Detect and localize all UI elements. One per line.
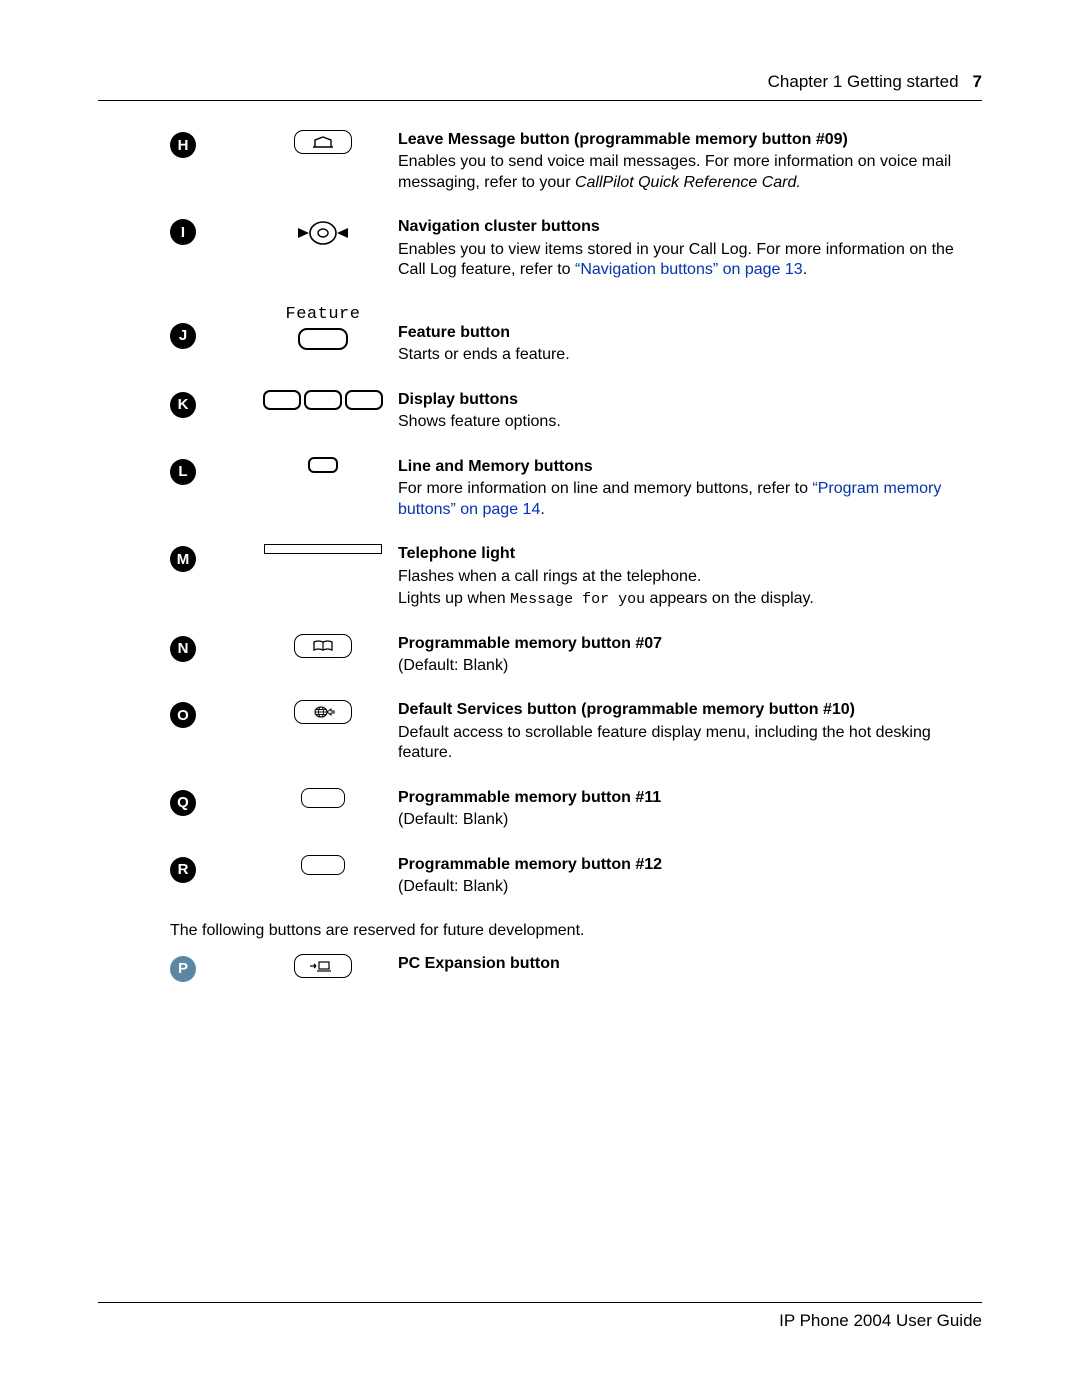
row-l: L Line and Memory buttons For more infor… — [170, 457, 982, 522]
title: Default Services button (programmable me… — [398, 700, 982, 720]
bullet-letter: H — [170, 132, 196, 158]
row-m: M Telephone light Flashes when a call ri… — [170, 544, 982, 611]
title: Navigation cluster buttons — [398, 217, 982, 237]
memory-button-icon — [258, 855, 388, 875]
body: For more information on line and memory … — [398, 479, 982, 520]
desc-r: Programmable memory button #12 (Default:… — [398, 855, 982, 900]
bullet-letter: M — [170, 546, 196, 572]
title: Programmable memory button #11 — [398, 788, 982, 808]
navigation-cluster-icon — [258, 217, 388, 249]
running-header: Chapter 1 Getting started 7 — [768, 72, 982, 92]
display-buttons-icon — [258, 390, 388, 410]
telephone-light-icon — [258, 544, 388, 554]
leave-message-icon — [258, 130, 388, 154]
bullet-letter: R — [170, 857, 196, 883]
marker-i: I — [170, 219, 200, 245]
body: Starts or ends a feature. — [398, 345, 982, 365]
row-n: N Programmable memory button #07 (Defaul… — [170, 634, 982, 679]
row-h: H Leave Message button (programmable mem… — [170, 130, 982, 195]
desc-m: Telephone light Flashes when a call ring… — [398, 544, 982, 611]
desc-k: Display buttons Shows feature options. — [398, 390, 982, 435]
bullet-letter: Q — [170, 790, 196, 816]
body: Enables you to send voice mail messages.… — [398, 152, 982, 193]
row-j: J Feature Feature button Starts or ends … — [170, 305, 982, 368]
row-o: O Default Services button (programmable … — [170, 700, 982, 765]
bullet-letter: O — [170, 702, 196, 728]
bullet-letter: N — [170, 636, 196, 662]
desc-l: Line and Memory buttons For more informa… — [398, 457, 982, 522]
desc-i: Navigation cluster buttons Enables you t… — [398, 217, 982, 282]
services-icon — [258, 700, 388, 724]
desc-o: Default Services button (programmable me… — [398, 700, 982, 765]
body: Shows feature options. — [398, 412, 982, 432]
page-number: 7 — [973, 72, 982, 91]
marker-n: N — [170, 636, 200, 662]
marker-l: L — [170, 459, 200, 485]
footer-rule — [98, 1302, 982, 1303]
title: Leave Message button (programmable memor… — [398, 130, 982, 150]
marker-h: H — [170, 132, 200, 158]
desc-q: Programmable memory button #11 (Default:… — [398, 788, 982, 833]
title: PC Expansion button — [398, 954, 982, 974]
title: Telephone light — [398, 544, 982, 564]
body: (Default: Blank) — [398, 656, 982, 676]
marker-j: J — [170, 323, 200, 349]
row-p: P PC Expansion button — [170, 954, 982, 982]
bullet-letter: J — [170, 323, 196, 349]
marker-r: R — [170, 857, 200, 883]
body2: Lights up when Message for you appears o… — [398, 589, 982, 609]
body: Enables you to view items stored in your… — [398, 240, 982, 281]
nav-link[interactable]: “Navigation buttons” on page 13 — [575, 261, 803, 278]
directory-icon — [258, 634, 388, 658]
row-r: R Programmable memory button #12 (Defaul… — [170, 855, 982, 900]
desc-n: Programmable memory button #07 (Default:… — [398, 634, 982, 679]
row-i: I Navigation cluster buttons Enables you… — [170, 217, 982, 282]
feature-label: Feature — [286, 305, 361, 324]
callpilot-ref: CallPilot Quick Reference Card. — [575, 174, 801, 191]
bullet-letter: K — [170, 392, 196, 418]
title: Programmable memory button #12 — [398, 855, 982, 875]
desc-p: PC Expansion button — [398, 954, 982, 976]
title: Feature button — [398, 323, 982, 343]
content: H Leave Message button (programmable mem… — [170, 130, 982, 1004]
title: Display buttons — [398, 390, 982, 410]
footer-text: IP Phone 2004 User Guide — [779, 1311, 982, 1331]
marker-m: M — [170, 546, 200, 572]
title: Programmable memory button #07 — [398, 634, 982, 654]
title: Line and Memory buttons — [398, 457, 982, 477]
marker-p: P — [170, 956, 200, 982]
display-message-text: Message for you — [510, 591, 645, 608]
marker-q: Q — [170, 790, 200, 816]
body1: Flashes when a call rings at the telepho… — [398, 567, 982, 587]
memory-button-icon — [258, 788, 388, 808]
row-k: K Display buttons Shows feature options. — [170, 390, 982, 435]
feature-button-icon: Feature — [258, 305, 388, 355]
line-memory-button-icon — [258, 457, 388, 473]
body: (Default: Blank) — [398, 810, 982, 830]
marker-o: O — [170, 702, 200, 728]
bullet-letter: P — [170, 956, 196, 982]
pc-expansion-icon — [258, 954, 388, 978]
marker-k: K — [170, 392, 200, 418]
bullet-letter: I — [170, 219, 196, 245]
desc-h: Leave Message button (programmable memor… — [398, 130, 982, 195]
header-rule — [98, 100, 982, 101]
body: (Default: Blank) — [398, 877, 982, 897]
row-q: Q Programmable memory button #11 (Defaul… — [170, 788, 982, 833]
page: Chapter 1 Getting started 7 H Leave Messa… — [0, 0, 1080, 1397]
future-note: The following buttons are reserved for f… — [170, 922, 982, 940]
body: Default access to scrollable feature dis… — [398, 723, 982, 764]
desc-j: Feature button Starts or ends a feature. — [398, 323, 982, 368]
bullet-letter: L — [170, 459, 196, 485]
chapter-title: Chapter 1 Getting started — [768, 72, 959, 91]
